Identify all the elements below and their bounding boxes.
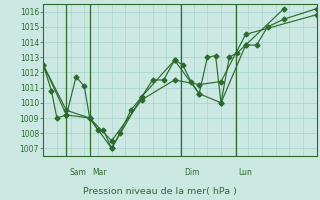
Text: Dim: Dim — [184, 168, 199, 177]
Text: Mar: Mar — [92, 168, 107, 177]
Text: Pression niveau de la mer( hPa ): Pression niveau de la mer( hPa ) — [83, 187, 237, 196]
Text: Lun: Lun — [239, 168, 252, 177]
Text: Sam: Sam — [69, 168, 86, 177]
